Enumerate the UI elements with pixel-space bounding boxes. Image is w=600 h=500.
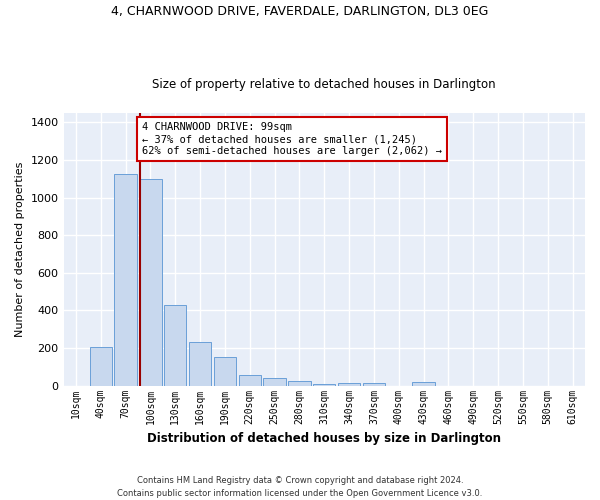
- Bar: [338, 383, 360, 386]
- Text: 4 CHARNWOOD DRIVE: 99sqm
← 37% of detached houses are smaller (1,245)
62% of sem: 4 CHARNWOOD DRIVE: 99sqm ← 37% of detach…: [142, 122, 442, 156]
- Bar: [115, 174, 137, 386]
- Text: 4, CHARNWOOD DRIVE, FAVERDALE, DARLINGTON, DL3 0EG: 4, CHARNWOOD DRIVE, FAVERDALE, DARLINGTO…: [112, 5, 488, 18]
- Bar: [288, 381, 311, 386]
- Bar: [164, 305, 187, 386]
- Bar: [139, 179, 161, 386]
- Text: Contains HM Land Registry data © Crown copyright and database right 2024.
Contai: Contains HM Land Registry data © Crown c…: [118, 476, 482, 498]
- Bar: [89, 346, 112, 386]
- Bar: [214, 358, 236, 386]
- X-axis label: Distribution of detached houses by size in Darlington: Distribution of detached houses by size …: [147, 432, 501, 445]
- Bar: [239, 374, 261, 386]
- Bar: [412, 382, 435, 386]
- Bar: [263, 378, 286, 386]
- Title: Size of property relative to detached houses in Darlington: Size of property relative to detached ho…: [152, 78, 496, 91]
- Y-axis label: Number of detached properties: Number of detached properties: [15, 162, 25, 337]
- Bar: [189, 342, 211, 386]
- Bar: [313, 384, 335, 386]
- Bar: [363, 383, 385, 386]
